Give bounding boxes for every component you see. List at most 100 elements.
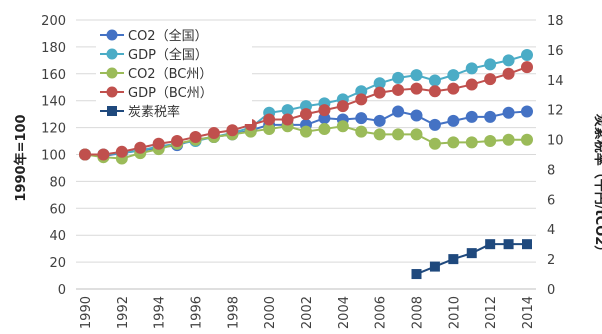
data-point [502, 133, 515, 146]
data-point [152, 137, 165, 150]
data-point [411, 269, 422, 280]
data-point [502, 54, 515, 67]
legend-swatch-marker [107, 106, 117, 116]
data-point [115, 145, 128, 158]
legend-label: CO2（全国） [128, 28, 208, 44]
data-point [410, 82, 423, 95]
data-point [263, 113, 276, 126]
right-y-tick-label: 8 [547, 163, 555, 178]
data-point [318, 122, 331, 135]
left-y-tick-label: 180 [41, 41, 66, 56]
legend-swatch-marker [106, 29, 118, 41]
data-point [226, 124, 239, 137]
data-point [521, 61, 533, 74]
x-tick-label: 2000 [263, 296, 278, 329]
data-point [521, 48, 533, 61]
x-tick-label: 2002 [300, 296, 315, 329]
data-point [448, 254, 459, 265]
x-tick-label: 1998 [226, 296, 241, 329]
x-tick-label: 2014 [521, 296, 536, 329]
data-point [428, 74, 441, 87]
data-point [522, 239, 532, 250]
left-y-tick-label: 140 [41, 95, 66, 110]
data-point [428, 137, 441, 150]
data-point [465, 62, 478, 75]
x-tick-label: 1990 [79, 296, 94, 329]
left-y-tick-label: 100 [41, 149, 66, 164]
data-point [465, 110, 478, 123]
data-point [392, 71, 405, 84]
left-y-tick-label: 200 [41, 14, 66, 29]
x-tick-label: 2012 [484, 296, 499, 329]
data-point [502, 67, 515, 80]
grid [76, 19, 536, 290]
data-point [263, 122, 276, 135]
left-y-tick-label: 60 [49, 202, 66, 217]
legend-label: GDP（全国） [128, 47, 208, 63]
series-markers [79, 48, 533, 280]
data-point [281, 104, 294, 117]
left-y-axis-ticks: 0 20 40 60 80 100 120 140 160 180 200 [41, 14, 66, 298]
right-y-tick-label: 6 [547, 193, 555, 208]
right-y-tick-label: 18 [547, 14, 564, 29]
left-y-tick-label: 20 [49, 256, 66, 271]
x-tick-label: 2004 [337, 296, 352, 329]
left-y-axis-title: 1990年=100 [13, 114, 29, 201]
data-point [300, 108, 312, 121]
data-point [355, 125, 368, 138]
data-point [484, 135, 497, 148]
legend-label: GDP（BC州） [128, 86, 213, 101]
data-point [392, 83, 405, 96]
data-point [428, 118, 441, 131]
left-y-tick-label: 40 [49, 229, 66, 244]
data-point [373, 77, 386, 90]
data-point [466, 248, 477, 259]
legend-swatch-marker [106, 48, 118, 60]
data-point [447, 69, 460, 82]
data-point [373, 128, 386, 141]
left-y-tick-label: 120 [41, 122, 66, 137]
right-y-tick-label: 2 [547, 253, 555, 268]
data-point [189, 131, 202, 144]
legend-swatch-marker [106, 86, 118, 98]
data-point [171, 135, 184, 148]
x-tick-label: 1996 [190, 296, 205, 329]
data-point [521, 105, 533, 118]
data-point [336, 120, 349, 133]
data-point [392, 128, 405, 141]
data-point [502, 106, 515, 119]
x-tick-label: 2010 [447, 296, 462, 329]
data-point [484, 73, 497, 86]
data-point [410, 69, 423, 82]
left-y-tick-label: 0 [58, 283, 66, 298]
right-y-tick-label: 10 [547, 134, 564, 149]
right-y-tick-label: 4 [547, 223, 555, 238]
left-y-tick-label: 80 [49, 175, 66, 190]
data-point [355, 112, 368, 125]
left-y-tick-label: 160 [41, 68, 66, 83]
data-point [207, 126, 220, 139]
data-point [428, 85, 441, 98]
x-axis-ticks: 1990 1992 1994 1996 1998 2000 2002 2004 2006 2008… [79, 296, 536, 329]
data-point [355, 93, 368, 106]
data-point [447, 136, 460, 149]
data-point [281, 113, 294, 126]
data-point [503, 239, 514, 250]
data-point [410, 109, 423, 122]
data-point [410, 128, 423, 141]
data-point [484, 58, 497, 71]
data-point [134, 141, 147, 154]
legend-swatch-marker [106, 67, 118, 79]
data-point [521, 133, 533, 146]
legend-label: 炭素税率 [128, 104, 180, 120]
data-point [300, 125, 312, 138]
data-point [485, 239, 496, 250]
right-y-tick-label: 14 [547, 74, 564, 89]
data-point [79, 148, 91, 161]
right-y-axis-ticks: 0 2 4 6 8 10 12 14 16 18 [547, 14, 564, 298]
legend-label: CO2（BC州） [128, 67, 212, 82]
data-point [392, 105, 405, 118]
right-y-tick-label: 12 [547, 104, 564, 119]
data-point [465, 78, 478, 91]
